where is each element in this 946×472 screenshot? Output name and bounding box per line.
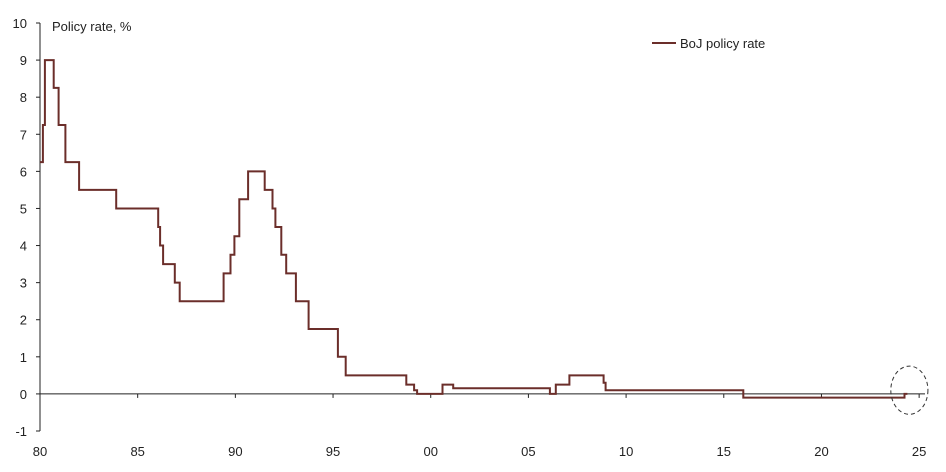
x-tick-label: 15 bbox=[717, 444, 731, 459]
y-tick-label: -1 bbox=[15, 424, 27, 439]
x-tick-label: 20 bbox=[814, 444, 828, 459]
highlight-dashed-ellipse bbox=[890, 365, 929, 415]
y-tick-label: 1 bbox=[20, 350, 27, 365]
y-tick-label: 4 bbox=[20, 239, 27, 254]
y-tick-label: 7 bbox=[20, 127, 27, 142]
x-tick-label: 10 bbox=[619, 444, 633, 459]
legend-label: BoJ policy rate bbox=[680, 36, 765, 51]
x-tick-label: 00 bbox=[423, 444, 437, 459]
x-tick-label: 95 bbox=[326, 444, 340, 459]
x-tick-label: 25 bbox=[912, 444, 926, 459]
x-tick-label: 85 bbox=[130, 444, 144, 459]
legend: BoJ policy rate bbox=[652, 36, 765, 51]
y-tick-label: 5 bbox=[20, 201, 27, 216]
y-tick-label: 3 bbox=[20, 276, 27, 291]
x-tick-label: 80 bbox=[33, 444, 47, 459]
y-tick-label: 6 bbox=[20, 164, 27, 179]
x-tick-label: 05 bbox=[521, 444, 535, 459]
y-tick-label: 9 bbox=[20, 53, 27, 68]
series-group bbox=[40, 59, 908, 399]
series-line-boj-policy-rate bbox=[40, 59, 908, 399]
y-tick-label: 10 bbox=[13, 16, 27, 31]
y-axis-title: Policy rate, % bbox=[52, 19, 132, 34]
x-tick-label: 90 bbox=[228, 444, 242, 459]
y-tick-label: 2 bbox=[20, 313, 27, 328]
y-tick-label: 8 bbox=[20, 90, 27, 105]
y-tick-label: 0 bbox=[20, 387, 27, 402]
annotation-group bbox=[890, 365, 929, 415]
x-axis-ticks: 80 85 90 95 00 05 10 15 20 25 bbox=[33, 393, 926, 459]
